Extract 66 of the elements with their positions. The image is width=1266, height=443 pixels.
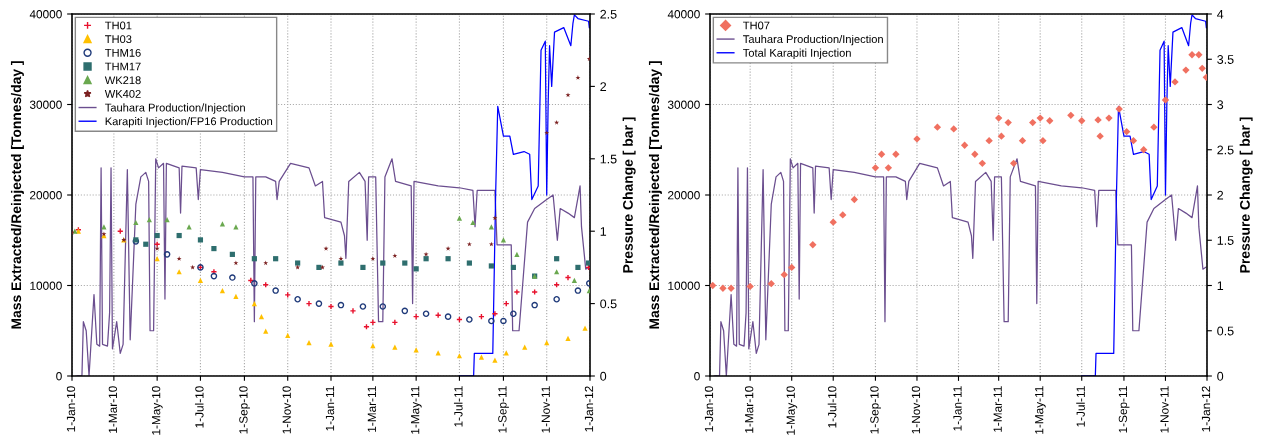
- y-tick-label: 0: [56, 372, 62, 381]
- x-tick-label: 1-Sep-10: [870, 386, 881, 434]
- x-tick-label: 1-Sep-11: [1118, 386, 1130, 433]
- legend-label: WK218: [104, 76, 141, 85]
- y-tick-label: 40000: [667, 10, 700, 19]
- x-tick-label: 1-Nov-11: [541, 386, 550, 433]
- legend-label: WK402: [104, 89, 141, 98]
- y-axis-title: Mass Extracted/Reinjected [Tonnes/day ]: [10, 61, 24, 329]
- y-tick-label: 10000: [668, 281, 700, 290]
- y-tick-label: 30000: [667, 100, 700, 109]
- x-tick-label: 1-Sep-11: [498, 386, 509, 433]
- x-tick-label: 1-Jan-10: [66, 386, 76, 432]
- x-tick-label: 1-Jul-10: [194, 386, 204, 428]
- y2-tick-label: 0: [600, 371, 607, 381]
- x-tick-label: 1-Mar-10: [744, 386, 754, 433]
- x-tick-label: 1-Jul-11: [1076, 386, 1085, 427]
- legend-label: Tauhara Production/Injection: [105, 103, 245, 114]
- y2-tick-label: 4: [1217, 9, 1224, 19]
- x-tick-label: 1-Jan-12: [584, 386, 594, 432]
- legend-label: Total Karapiti Injection: [743, 48, 851, 59]
- y2-tick-label: 1.5: [1217, 236, 1234, 245]
- x-tick-label: 1-May-11: [411, 386, 422, 434]
- y2-tick-label: 2: [1217, 190, 1224, 200]
- x-tick-label: 1-Jul-10: [827, 386, 837, 428]
- y2-tick-label: 2.5: [600, 9, 617, 19]
- y2-tick-label: 2: [600, 82, 607, 91]
- x-tick-label: 1-Jul-11: [453, 386, 463, 427]
- x-tick-label: 1-Mar-10: [108, 386, 118, 433]
- y2-tick-label: 3.5: [1217, 55, 1234, 64]
- x-tick-label: 1-Nov-11: [1160, 386, 1169, 433]
- legend-label: Karapiti Injection/FP16 Production: [105, 117, 273, 128]
- y-tick-label: 20000: [30, 191, 62, 200]
- y2-tick-label: 1.5: [600, 154, 617, 164]
- y2-tick-label: 1: [600, 227, 607, 236]
- x-tick-label: 1-May-10: [786, 386, 798, 435]
- legend-label: THM17: [105, 62, 141, 71]
- x-tick-label: 1-Jan-12: [1201, 386, 1211, 432]
- legend-label: TH07: [743, 21, 770, 30]
- legend-label: THM16: [105, 48, 141, 57]
- x-tick-label: 1-May-10: [151, 386, 163, 435]
- x-tick-label: 1-Mar-11: [993, 386, 1002, 432]
- y-tick-label: 40000: [29, 10, 62, 19]
- y2-tick-label: 0: [1217, 371, 1224, 381]
- y2-tick-label: 1: [1217, 281, 1224, 291]
- x-tick-label: 1-Nov-10: [282, 386, 291, 434]
- x-tick-label: 1-Mar-11: [367, 386, 377, 432]
- y2-tick-label: 0.5: [600, 299, 617, 309]
- y2-tick-label: 3: [1217, 100, 1224, 110]
- x-tick-label: 1-Nov-10: [911, 386, 921, 434]
- y-tick-label: 10000: [30, 281, 62, 290]
- x-tick-label: 1-May-11: [1035, 386, 1046, 434]
- legend-label: TH01: [105, 21, 132, 30]
- y2-axis-title: Pressure Change [ bar ]: [1239, 117, 1253, 273]
- x-tick-label: 1-Jan-11: [325, 386, 335, 431]
- legend-label: TH03: [105, 35, 132, 44]
- x-tick-label: 1-Sep-10: [239, 386, 250, 434]
- y2-tick-label: 0.5: [1217, 326, 1234, 336]
- y2-axis-title: Pressure Change [ bar ]: [622, 117, 636, 273]
- y-tick-label: 30000: [29, 100, 62, 109]
- y-tick-label: 0: [694, 372, 700, 381]
- x-tick-label: 1-Jan-10: [704, 386, 714, 432]
- legend-label: Tauhara Production/Injection: [743, 34, 883, 46]
- y-tick-label: 20000: [668, 191, 700, 200]
- y2-tick-label: 2.5: [1217, 145, 1234, 155]
- y-axis-title: Mass Extracted/Reinjected [Tonnes/day ]: [648, 61, 662, 329]
- x-tick-label: 1-Jan-11: [953, 386, 962, 431]
